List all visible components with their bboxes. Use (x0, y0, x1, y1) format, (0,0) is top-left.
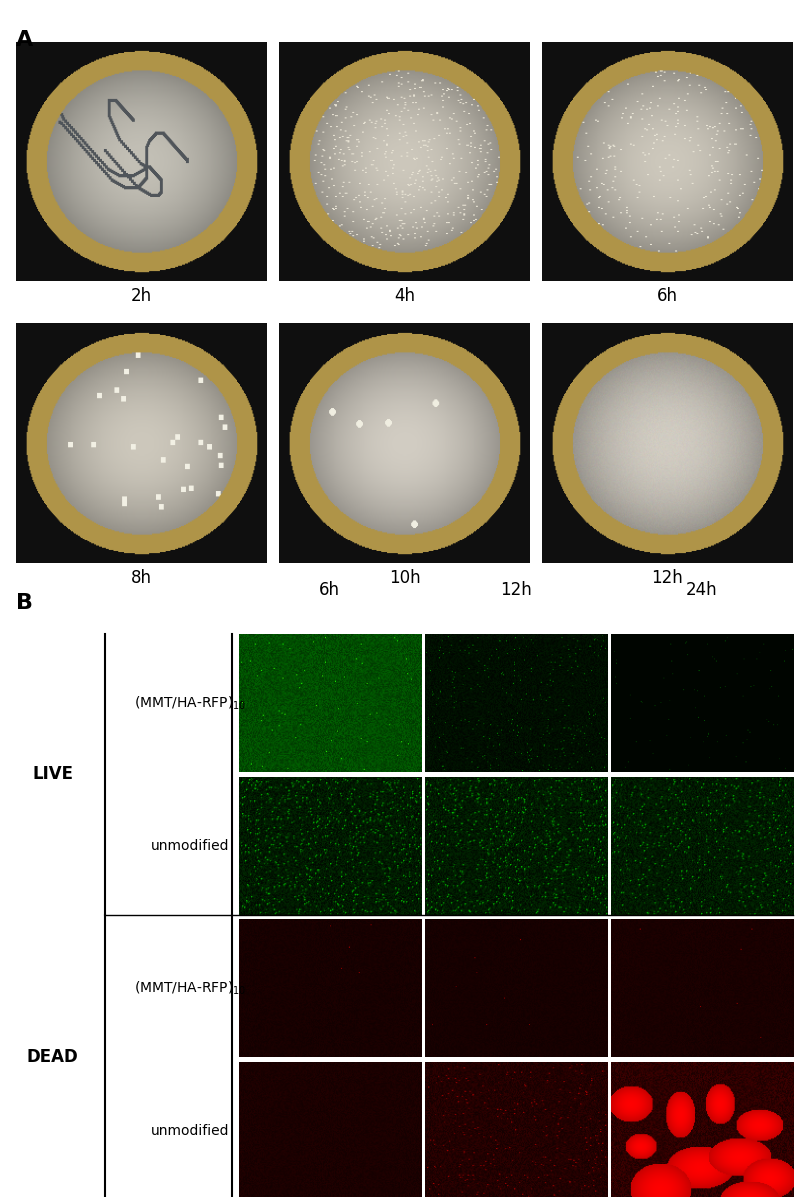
Text: DEAD: DEAD (27, 1047, 78, 1067)
Text: 8h: 8h (131, 569, 152, 587)
Text: (MMT/HA-RFP)$_{10}$: (MMT/HA-RFP)$_{10}$ (134, 694, 246, 712)
Text: 2h: 2h (131, 287, 152, 305)
Text: 6h: 6h (320, 581, 340, 598)
Text: A: A (16, 30, 33, 50)
Text: 24h: 24h (686, 581, 718, 598)
Text: 4h: 4h (394, 287, 415, 305)
Text: B: B (16, 593, 33, 613)
Text: 6h: 6h (657, 287, 678, 305)
Text: LIVE: LIVE (32, 765, 73, 784)
Text: unmodified: unmodified (150, 839, 230, 852)
Text: 12h: 12h (651, 569, 684, 587)
Text: 10h: 10h (388, 569, 421, 587)
Text: (MMT/HA-RFP)$_{10}$: (MMT/HA-RFP)$_{10}$ (134, 979, 246, 997)
Text: 12h: 12h (500, 581, 532, 598)
Text: unmodified: unmodified (150, 1124, 230, 1137)
